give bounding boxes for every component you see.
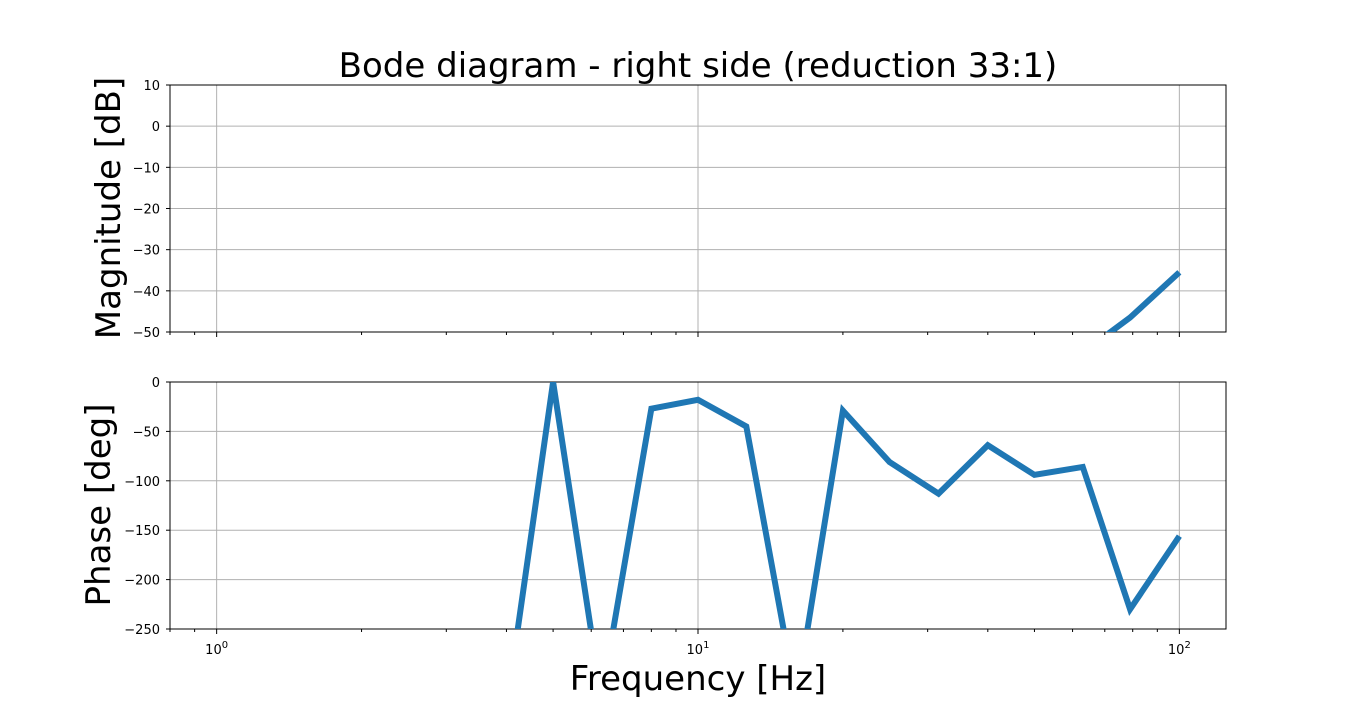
- magnitude-ytick-label: −20: [133, 203, 160, 218]
- phase-ytick-label: 0: [152, 376, 160, 391]
- phase-axes: 0 −50 −100 −150 −200 −250 100 101 102 Phase [deg]: [79, 376, 1227, 658]
- x-tick-label: 100: [205, 640, 228, 658]
- magnitude-ytick-label: 0: [152, 120, 160, 135]
- phase-ytick-label: −250: [124, 623, 160, 638]
- x-tick-label: 102: [1168, 640, 1191, 658]
- magnitude-frame: [169, 84, 1227, 333]
- phase-ytick-label: −150: [124, 524, 160, 539]
- x-tick-label: 101: [687, 640, 710, 658]
- magnitude-ytick-label: 10: [143, 79, 160, 94]
- chart-title: Bode diagram - right side (reduction 33:…: [339, 46, 1058, 86]
- phase-ytick-label: −200: [124, 574, 160, 589]
- phase-frame: [169, 381, 1227, 630]
- magnitude-y-axis-title: Magnitude [dB]: [89, 77, 129, 339]
- phase-ytick-label: −50: [133, 425, 160, 440]
- magnitude-axes: 10 0 −10 −20 −30 −40 −50 Magnitude [dB]: [89, 77, 1227, 341]
- x-axis-title: Frequency [Hz]: [570, 659, 826, 699]
- magnitude-ytick-label: −10: [133, 161, 160, 176]
- magnitude-ytick-label: −50: [133, 326, 160, 341]
- magnitude-ytick-label: −40: [133, 285, 160, 300]
- phase-ytick-label: −100: [124, 475, 160, 490]
- phase-series-line: [514, 382, 1182, 629]
- phase-y-axis-title: Phase [deg]: [79, 404, 119, 607]
- magnitude-ytick-label: −30: [133, 244, 160, 259]
- magnitude-series-line: [1105, 270, 1182, 332]
